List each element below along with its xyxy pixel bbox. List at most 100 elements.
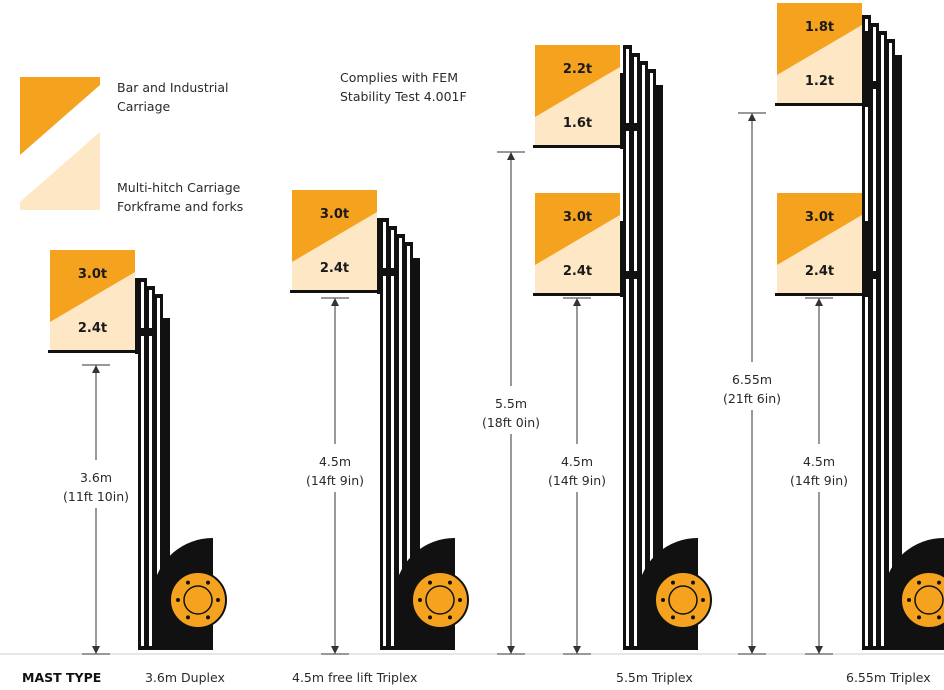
dimension-1: 3.6m (11ft 10in): [62, 364, 130, 655]
dimension-1: 6.55m (21ft 6in): [718, 112, 786, 655]
wheel-bolt: [937, 615, 941, 620]
carriage-2: 3.0t 2.4t: [533, 193, 638, 297]
capacity-lower: 1.2t: [805, 74, 834, 89]
mast-rail-highlight: [157, 298, 160, 646]
mast-type-triplex-5-5: 5.5m Triplex: [616, 670, 693, 685]
dimension-arrow-down: [507, 646, 515, 654]
dimension-imperial: (21ft 6in): [723, 391, 781, 406]
dimension-arrow-down: [92, 646, 100, 654]
capacity-upper: 2.2t: [563, 62, 592, 77]
mast-rail: [412, 258, 420, 650]
fork-line: [533, 145, 622, 148]
capacity-lower: 2.4t: [78, 321, 107, 336]
capacity-lower: 2.4t: [320, 261, 349, 276]
carriage-1: 3.0t 2.4t: [48, 250, 153, 354]
carriage-bracket: [868, 271, 880, 279]
mast-rail-highlight: [650, 73, 653, 646]
mast-type-footer: MAST TYPE 3.6m Duplex 4.5m free lift Tri…: [22, 670, 931, 685]
mast-rail: [162, 318, 170, 650]
legend-cream-swatch: [20, 132, 100, 210]
carriage-2: 3.0t 2.4t: [775, 193, 880, 297]
carriage-plate: [620, 73, 626, 149]
capacity-lower: 2.4t: [805, 264, 834, 279]
capacity-lower: 1.6t: [563, 116, 592, 131]
wheel-bolt: [186, 580, 190, 585]
wheel-hub: [654, 571, 712, 629]
dimension-arrow-up: [573, 298, 581, 306]
carriage-plate: [135, 278, 141, 354]
mast-rails: [380, 218, 420, 650]
wheel-bolt: [206, 615, 210, 620]
wheel-bolt: [206, 580, 210, 585]
wheel-hub: [411, 571, 469, 629]
dimension-metric: 3.6m: [80, 470, 112, 485]
mast-rail-highlight: [407, 246, 410, 646]
dimension-arrow-down: [331, 646, 339, 654]
carriage-bracket: [383, 268, 395, 276]
carriage-upper-area: [777, 3, 862, 75]
fork-line: [533, 293, 622, 296]
wheel-bolt: [448, 580, 452, 585]
wheel-bolt: [691, 580, 695, 585]
dimension-imperial: (18ft 0in): [482, 415, 540, 430]
wheel-hub-ring: [668, 585, 698, 615]
dimension-metric: 6.55m: [732, 372, 772, 387]
mast-rail-highlight: [141, 282, 144, 646]
mast-rail-highlight: [865, 19, 868, 646]
fork-line: [48, 350, 137, 353]
wheel-hub-ring: [914, 585, 944, 615]
carriage-bracket: [868, 81, 880, 89]
wheel-bolt: [701, 598, 705, 602]
dimension-metric: 4.5m: [319, 454, 351, 469]
fork-line: [290, 290, 379, 293]
wheel-bolt: [661, 598, 665, 602]
dimension-arrow-up: [815, 298, 823, 306]
carriage-upper-area: [535, 45, 620, 117]
wheel-bolt: [917, 580, 921, 585]
carriage-plate: [862, 221, 868, 297]
mast-rails: [862, 15, 902, 650]
dimension-label-bg: [477, 390, 545, 432]
carriage-1: 1.8t 1.2t: [775, 3, 880, 107]
wheel: [395, 537, 469, 650]
mast-4: 1.8t 1.2t 3.0t 2.4t 6.55m (21ft 6in) 4.5m (14ft…: [718, 3, 944, 655]
carriage-upper-area: [777, 193, 862, 265]
mast-rail-highlight: [873, 27, 876, 646]
legend-cream-label-2: Forkframe and forks: [117, 199, 243, 214]
compliance-note-line-1: Complies with FEM: [340, 70, 458, 85]
wheel-bolt: [937, 580, 941, 585]
capacity-upper: 3.0t: [563, 210, 592, 225]
dimension-metric: 5.5m: [495, 396, 527, 411]
wheel-bolt: [418, 598, 422, 602]
wheel-bolt: [448, 615, 452, 620]
mast-rail-highlight: [149, 290, 152, 646]
mast-rail-highlight: [383, 222, 386, 646]
mast-rail: [894, 55, 902, 650]
carriage-plate: [620, 221, 626, 297]
carriage-upper-area: [292, 190, 377, 262]
wheel-bolt: [428, 615, 432, 620]
wheel: [884, 537, 944, 650]
wheel-bolt: [176, 598, 180, 602]
dimension-imperial: (11ft 10in): [63, 489, 129, 504]
dimension-2: 4.5m (14ft 9in): [785, 297, 853, 655]
dimension-arrow-down: [748, 646, 756, 654]
wheel-hub: [169, 571, 227, 629]
capacity-upper: 1.8t: [805, 20, 834, 35]
wheel-bolt: [216, 598, 220, 602]
mast-type-triplex-6-55: 6.55m Triplex: [846, 670, 931, 685]
mast-rail-highlight: [642, 65, 645, 646]
mast-rail-highlight: [881, 35, 884, 646]
carriage-1: 3.0t 2.4t: [290, 190, 395, 294]
compliance-note-line-2: Stability Test 4.001F: [340, 89, 467, 104]
carriage-upper-area: [50, 250, 135, 322]
dimension-arrow-up: [748, 113, 756, 121]
legend-orange-swatch: [20, 77, 100, 155]
mast-type-triplex-4-5: 4.5m free lift Triplex: [292, 670, 417, 685]
masts-layer: 3.0t 2.4t 3.6m (11ft 10in) 3.0t 2.4t 4.5m (14ft…: [48, 3, 944, 655]
dimension-label-bg: [62, 464, 130, 506]
mast-type-header: MAST TYPE: [22, 670, 101, 685]
dimension-metric: 4.5m: [561, 454, 593, 469]
wheel-bolt: [186, 615, 190, 620]
fork-line: [775, 103, 864, 106]
